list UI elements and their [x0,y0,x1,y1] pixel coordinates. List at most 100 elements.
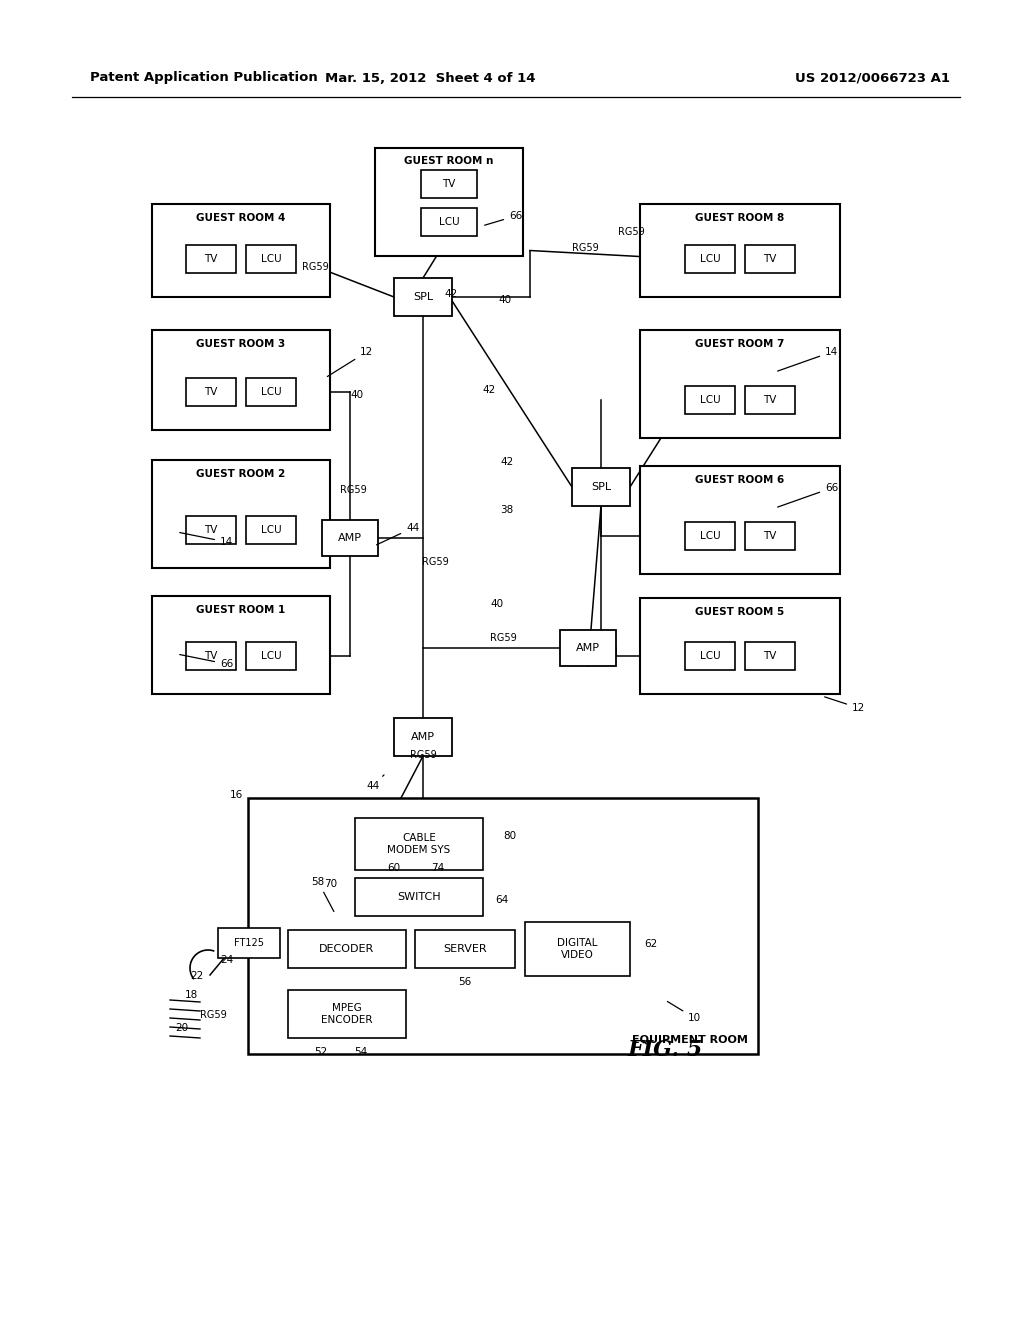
Text: TV: TV [205,387,218,397]
Text: RG59: RG59 [340,484,367,495]
Text: 24: 24 [220,954,233,965]
Bar [745,642,795,671]
Text: 22: 22 [190,972,203,981]
Text: GUEST ROOM 6: GUEST ROOM 6 [695,475,784,484]
Text: TV: TV [205,651,218,661]
Bar [186,246,236,273]
Text: TV: TV [442,180,456,189]
Text: 18: 18 [185,990,199,1001]
Bar [685,642,735,671]
Text: 70: 70 [324,879,337,888]
Text: EQUIPMENT ROOM: EQUIPMENT ROOM [632,1035,748,1045]
Text: Mar. 15, 2012  Sheet 4 of 14: Mar. 15, 2012 Sheet 4 of 14 [325,71,536,84]
Text: 14: 14 [777,347,839,371]
Bar [745,385,795,414]
Text: 74: 74 [431,863,444,873]
Text: 80: 80 [503,832,516,841]
Text: 42: 42 [482,385,496,395]
Bar [394,279,452,315]
Bar [375,148,523,256]
Bar [152,459,330,568]
Bar [218,928,280,958]
Bar [745,521,795,550]
Text: LCU: LCU [699,651,720,661]
Text: 40: 40 [490,599,503,609]
Text: GUEST ROOM 4: GUEST ROOM 4 [197,213,286,223]
Text: TV: TV [205,253,218,264]
Bar [421,170,477,198]
Text: US 2012/0066723 A1: US 2012/0066723 A1 [795,71,950,84]
Text: 16: 16 [230,789,244,800]
Bar [685,246,735,273]
Bar [152,597,330,694]
Text: 56: 56 [459,977,472,987]
Text: 42: 42 [500,457,513,467]
Bar [745,246,795,273]
Text: RG59: RG59 [572,243,599,253]
Bar [246,516,296,544]
Bar [394,718,452,756]
Text: FIG. 5: FIG. 5 [628,1039,703,1061]
Bar [288,931,406,968]
Bar [560,630,616,667]
Text: SWITCH: SWITCH [397,892,440,902]
Text: AMP: AMP [575,643,600,653]
Text: RG59: RG59 [200,1010,226,1020]
Text: RG59: RG59 [618,227,645,238]
Text: 62: 62 [644,939,657,949]
Text: Patent Application Publication: Patent Application Publication [90,71,317,84]
Text: 66: 66 [180,655,233,669]
Text: GUEST ROOM 8: GUEST ROOM 8 [695,213,784,223]
Text: GUEST ROOM 7: GUEST ROOM 7 [695,339,784,348]
Bar [152,330,330,430]
Bar [322,520,378,556]
Text: GUEST ROOM 2: GUEST ROOM 2 [197,469,286,479]
Text: GUEST ROOM 5: GUEST ROOM 5 [695,607,784,616]
Text: 58: 58 [311,876,334,912]
Bar [186,378,236,407]
Text: 12: 12 [824,697,865,713]
Bar [186,642,236,671]
Text: 54: 54 [354,1047,368,1057]
Text: 38: 38 [500,506,513,515]
Text: DIGITAL
VIDEO: DIGITAL VIDEO [557,939,598,960]
Bar [355,878,483,916]
Text: RG59: RG59 [302,261,329,272]
Text: RG59: RG59 [410,750,436,760]
Text: 42: 42 [444,289,458,300]
Text: AMP: AMP [411,733,435,742]
Text: RG59: RG59 [422,557,449,568]
Bar [246,378,296,407]
Text: LCU: LCU [261,253,282,264]
Text: FT125: FT125 [234,939,264,948]
Bar [288,990,406,1038]
Text: 40: 40 [498,294,511,305]
Text: GUEST ROOM 1: GUEST ROOM 1 [197,605,286,615]
Text: 44: 44 [366,775,384,791]
Text: GUEST ROOM 3: GUEST ROOM 3 [197,339,286,348]
Text: GUEST ROOM n: GUEST ROOM n [404,156,494,166]
Text: TV: TV [763,253,776,264]
Text: MPEG
ENCODER: MPEG ENCODER [322,1003,373,1024]
Text: LCU: LCU [261,525,282,535]
Text: TV: TV [205,525,218,535]
Text: 52: 52 [314,1047,328,1057]
Bar [246,642,296,671]
Text: LCU: LCU [699,253,720,264]
Text: SERVER: SERVER [443,944,486,954]
Text: AMP: AMP [338,533,362,543]
Bar [640,205,840,297]
Text: CABLE
MODEM SYS: CABLE MODEM SYS [387,833,451,855]
Text: 66: 66 [777,483,839,507]
Text: TV: TV [763,651,776,661]
Text: RG59: RG59 [490,634,517,643]
Bar [685,385,735,414]
Text: SPL: SPL [413,292,433,302]
Text: 66: 66 [484,211,522,226]
Bar [152,205,330,297]
Bar [421,209,477,236]
Bar [640,330,840,438]
Bar [640,466,840,574]
Bar [415,931,515,968]
Bar [246,246,296,273]
